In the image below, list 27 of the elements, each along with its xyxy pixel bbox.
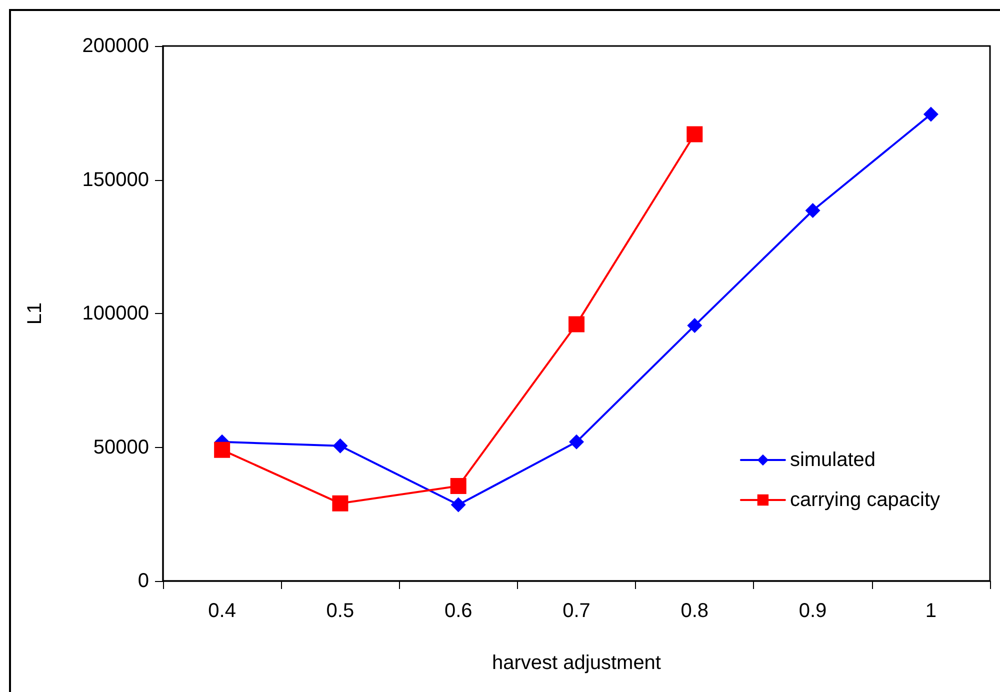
point	[923, 106, 938, 122]
y-tick-label: 0	[138, 570, 149, 592]
point	[687, 318, 702, 334]
point	[332, 438, 348, 454]
y-tick-label: 150000	[82, 168, 149, 191]
y-axis-title: L1	[24, 302, 46, 325]
x-tick-label: 0.7	[562, 600, 590, 622]
point	[805, 203, 820, 218]
point	[568, 316, 584, 332]
x-tick-label: 1	[925, 600, 936, 622]
x-tick-label: 0.9	[798, 600, 827, 622]
legend-label: simulated	[790, 449, 876, 471]
point	[214, 442, 230, 458]
y-tick-label: 100000	[82, 302, 149, 324]
x-axis-title: harvest adjustment	[492, 652, 662, 674]
point	[569, 434, 584, 450]
x-tick-label: 0.4	[208, 600, 236, 622]
x-tick-label: 0.5	[326, 600, 354, 622]
x-tick-label: 0.8	[680, 600, 709, 622]
point	[450, 497, 466, 512]
y-tick-label: 200000	[82, 35, 149, 57]
y-tick-label: 50000	[93, 436, 149, 458]
legend-label: carrying capacity	[790, 489, 940, 511]
point	[686, 126, 703, 142]
x-tick-label: 0.6	[444, 600, 472, 622]
point	[332, 495, 348, 512]
point	[450, 478, 466, 494]
